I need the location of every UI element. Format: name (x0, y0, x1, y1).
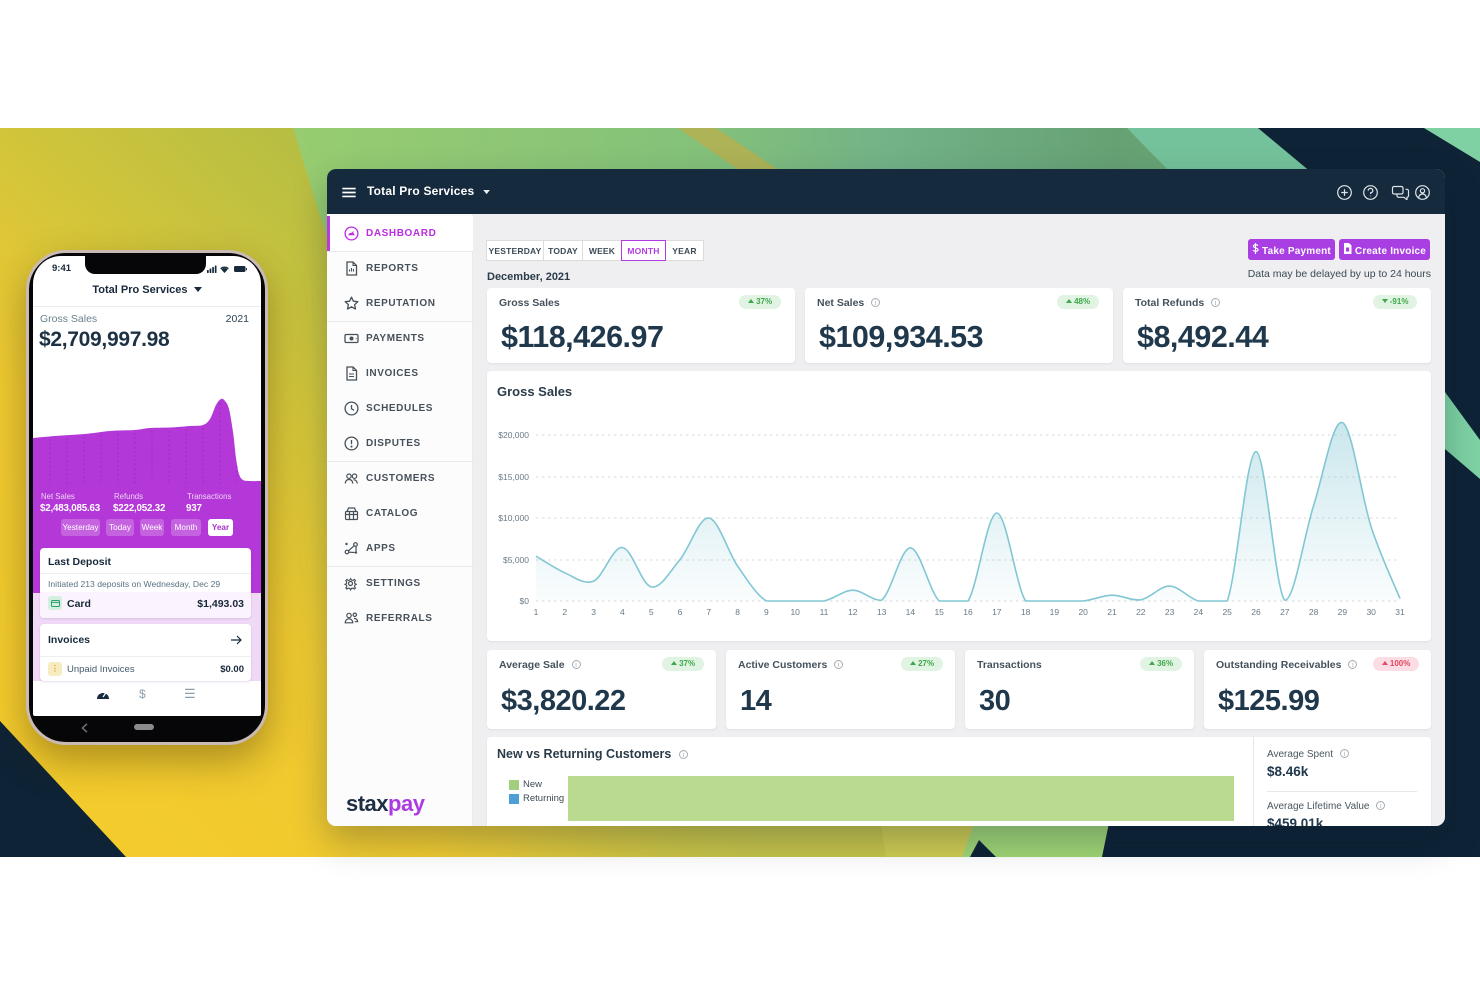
svg-text:$20,000: $20,000 (498, 430, 529, 440)
svg-text:5: 5 (649, 607, 654, 617)
svg-text:4: 4 (620, 607, 625, 617)
svg-text:21: 21 (1107, 607, 1117, 617)
svg-text:6: 6 (678, 607, 683, 617)
svg-text:13: 13 (877, 607, 887, 617)
svg-text:$0: $0 (520, 596, 530, 606)
svg-text:8: 8 (735, 607, 740, 617)
svg-text:15: 15 (934, 607, 944, 617)
svg-text:3: 3 (591, 607, 596, 617)
svg-text:12: 12 (848, 607, 858, 617)
svg-text:19: 19 (1050, 607, 1060, 617)
svg-text:23: 23 (1165, 607, 1175, 617)
svg-text:$10,000: $10,000 (498, 513, 529, 523)
svg-text:24: 24 (1194, 607, 1204, 617)
svg-text:$15,000: $15,000 (498, 472, 529, 482)
svg-text:26: 26 (1251, 607, 1261, 617)
svg-text:27: 27 (1280, 607, 1290, 617)
svg-text:28: 28 (1309, 607, 1319, 617)
svg-text:10: 10 (790, 607, 800, 617)
svg-text:9: 9 (764, 607, 769, 617)
svg-text:31: 31 (1395, 607, 1405, 617)
svg-text:2: 2 (562, 607, 567, 617)
svg-text:1: 1 (534, 607, 539, 617)
svg-text:25: 25 (1222, 607, 1232, 617)
svg-text:18: 18 (1021, 607, 1031, 617)
svg-text:20: 20 (1078, 607, 1088, 617)
svg-text:14: 14 (906, 607, 916, 617)
svg-text:29: 29 (1338, 607, 1348, 617)
svg-text:30: 30 (1366, 607, 1376, 617)
svg-text:$5,000: $5,000 (503, 555, 529, 565)
svg-text:16: 16 (963, 607, 973, 617)
svg-text:11: 11 (820, 607, 829, 617)
svg-text:17: 17 (992, 607, 1002, 617)
svg-text:7: 7 (706, 607, 711, 617)
svg-text:22: 22 (1136, 607, 1146, 617)
